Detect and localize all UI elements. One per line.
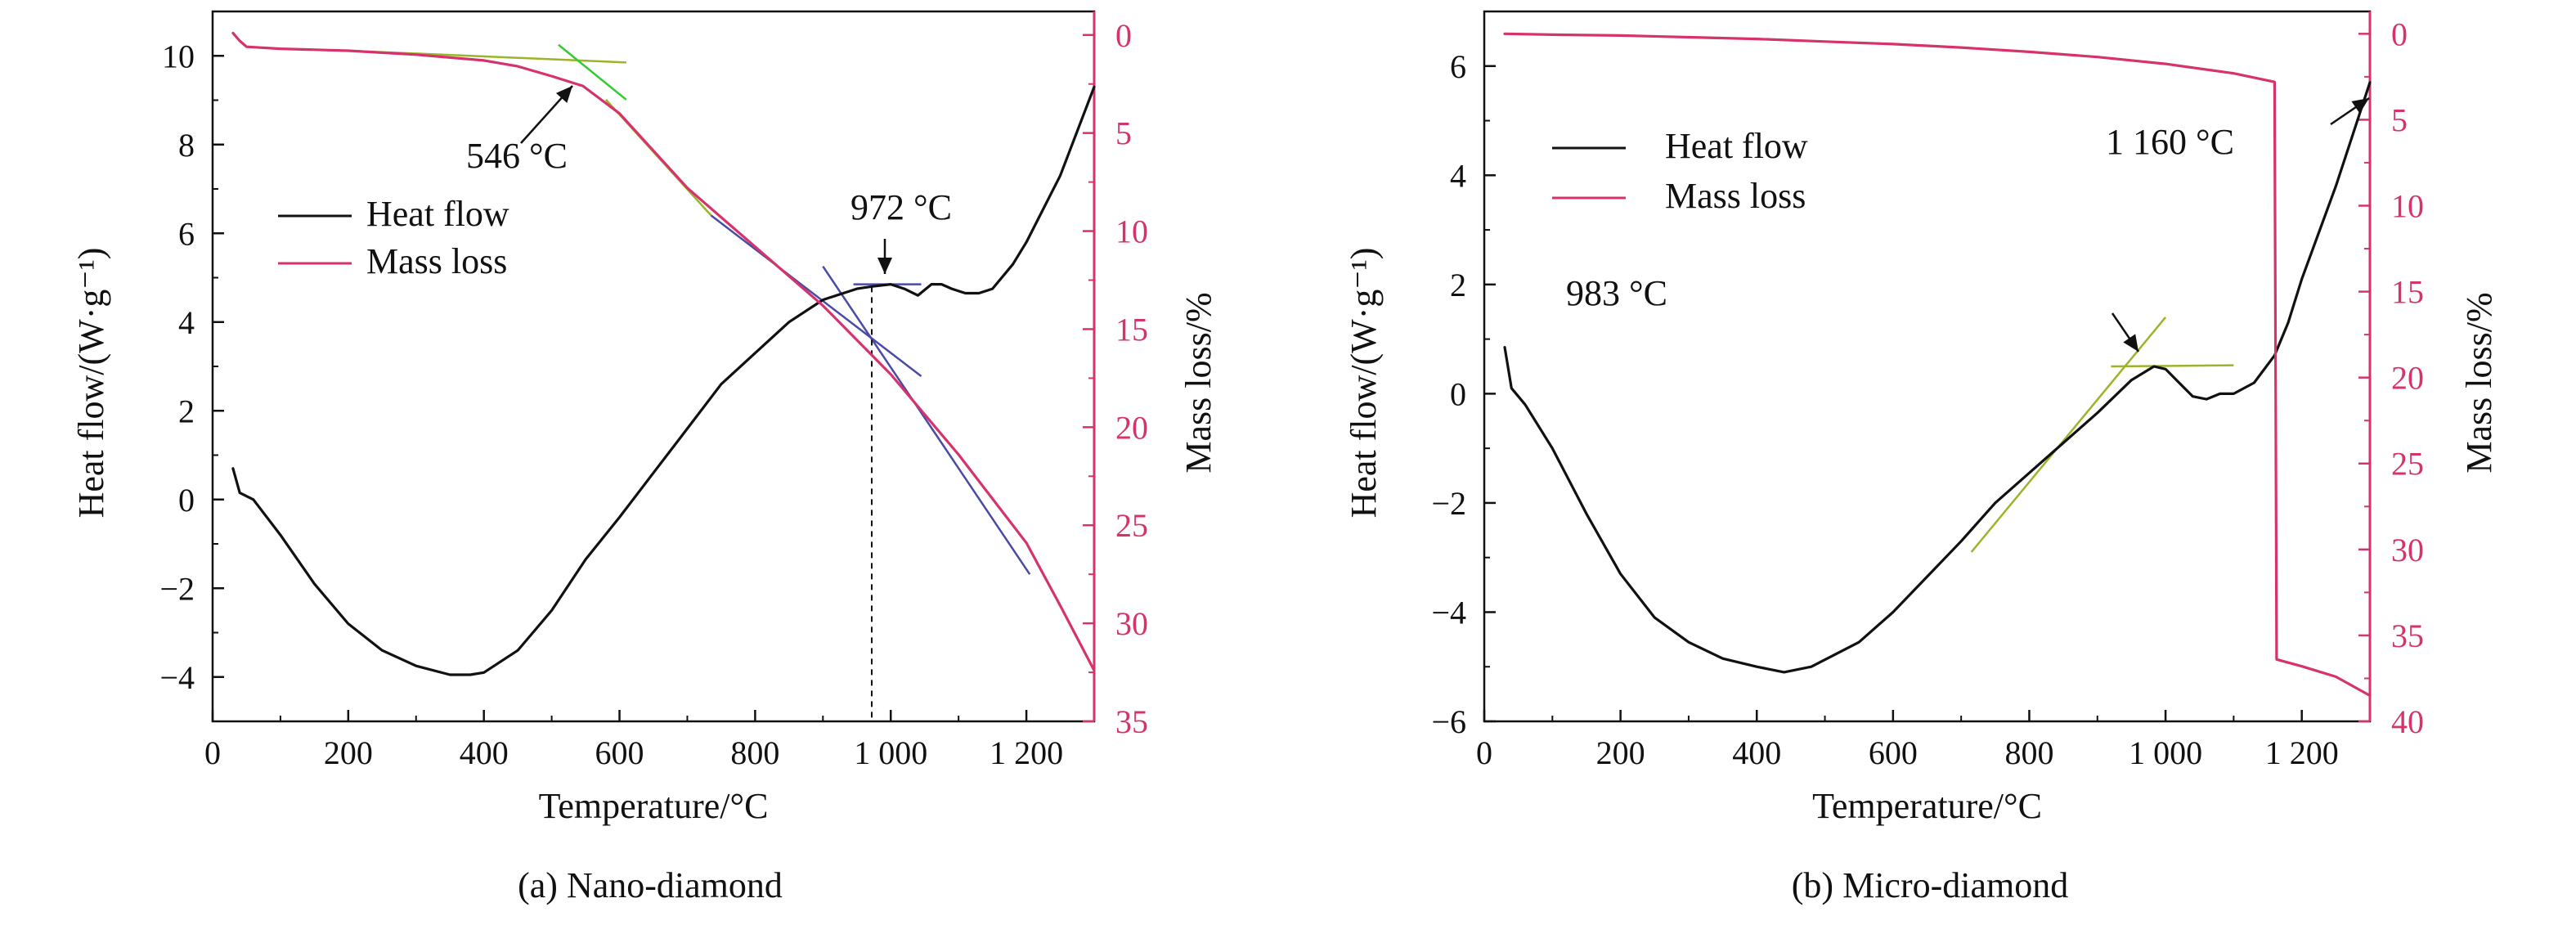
legend-label-mass-loss: Mass loss (1665, 176, 1806, 216)
y-tick-label: 2 (1450, 267, 1466, 303)
x-tick-label: 400 (460, 734, 509, 771)
y-tick-label: −2 (1431, 485, 1466, 522)
y-tick-label: −4 (1431, 594, 1466, 631)
heat-flow-series (231, 85, 1096, 676)
annotation-arrow-head (877, 258, 892, 274)
y-tick-label: 10 (162, 38, 195, 74)
legend-label-mass-loss: Mass loss (366, 241, 507, 281)
x-axis-title: Temperature/°C (539, 786, 769, 826)
legend-label-heat-flow: Heat flow (1665, 126, 1808, 166)
y2-tick-label: 0 (1115, 17, 1132, 54)
y2-tick-label: 0 (2391, 16, 2408, 52)
annotation-arrow-head (555, 86, 572, 103)
y2-axis-title: Mass loss/% (2459, 292, 2499, 473)
annotation-arrow-head (2351, 98, 2369, 114)
y2-tick-label: 5 (1115, 115, 1132, 152)
panel-b-micro-diamond: 0 200 400 600 800 1 000 1 200 −6 −4 −2 0 2 4 6 0 5 10 15 2… (1344, 10, 2499, 905)
y-tick-label: 0 (1450, 375, 1466, 412)
tangent-line (1970, 317, 2167, 553)
y-tick-label: −2 (159, 570, 195, 607)
panel-caption: (a) Nano-diamond (518, 865, 783, 905)
y-tick-label: 4 (1450, 157, 1466, 194)
y-tick-label: −4 (159, 659, 195, 696)
x-tick-label: 200 (1596, 734, 1645, 771)
y-tick-label: −6 (1431, 703, 1466, 740)
tangent-line (710, 214, 922, 377)
mass-loss-series (1503, 32, 2372, 698)
x-tick-label: 1 200 (990, 734, 1063, 771)
x-tick-label: 800 (730, 734, 779, 771)
y2-axis-title: Mass loss/% (1178, 292, 1218, 473)
annotation-arrow-head (2123, 334, 2138, 352)
y2-tick-label: 35 (1115, 703, 1148, 740)
annotation-label: 546 °C (466, 136, 568, 176)
y-tick-label: 4 (178, 304, 195, 341)
y2-tick-label: 20 (1115, 409, 1148, 446)
x-tick-label: 1 200 (2265, 734, 2339, 771)
annotation-label: 972 °C (850, 187, 952, 227)
plot-frame (1483, 10, 2372, 723)
x-tick-label: 800 (2004, 734, 2053, 771)
annotation-label: 1 160 °C (2106, 122, 2234, 162)
y2-tick-label: 20 (2391, 360, 2424, 397)
y2-tick-label: 30 (2391, 532, 2424, 568)
y2-tick-label: 15 (2391, 274, 2424, 311)
x-axis-title: Temperature/°C (1812, 786, 2042, 826)
y2-tick-label: 15 (1115, 311, 1148, 348)
y2-tick-label: 40 (2391, 703, 2424, 740)
y2-tick-label: 10 (1115, 213, 1148, 250)
plot-frame (211, 10, 1096, 723)
x-tick-label: 1 000 (854, 734, 927, 771)
panel-caption: (b) Micro-diamond (1792, 865, 2068, 905)
y-tick-label: 8 (178, 127, 195, 164)
y-axis-title: Heat flow/(W·g⁻¹) (1344, 248, 1384, 519)
x-tick-label: 0 (1476, 734, 1492, 771)
y2-tick-label: 30 (1115, 605, 1148, 642)
x-tick-label: 1 000 (2129, 734, 2202, 771)
y2-tick-label: 10 (2391, 187, 2424, 224)
y-tick-label: 6 (178, 215, 195, 252)
y2-tick-label: 5 (2391, 101, 2408, 138)
y-tick-label: 0 (178, 482, 195, 519)
heat-flow-series (1503, 81, 2372, 674)
y2-tick-label: 35 (2391, 617, 2424, 654)
y-axis-title: Heat flow/(W·g⁻¹) (71, 248, 111, 519)
legend-label-heat-flow: Heat flow (366, 194, 509, 234)
panel-a-nano-diamond: 0 200 400 600 800 1 000 1 200 −4 −2 0 2 4 6 8 10 0 5 10 15… (71, 10, 1218, 905)
x-tick-label: 600 (1869, 734, 1918, 771)
x-tick-label: 0 (204, 734, 221, 771)
y-tick-label: 2 (178, 393, 195, 429)
y2-tick-label: 25 (2391, 446, 2424, 483)
x-tick-label: 400 (1732, 734, 1781, 771)
x-tick-label: 200 (324, 734, 373, 771)
y2-tick-label: 25 (1115, 507, 1148, 544)
annotation-label: 983 °C (1566, 273, 1667, 313)
tangent-line (822, 266, 1031, 575)
mass-loss-series (231, 31, 1096, 672)
tangent-line (558, 43, 627, 101)
y-tick-label: 6 (1450, 48, 1466, 85)
x-tick-label: 600 (595, 734, 644, 771)
